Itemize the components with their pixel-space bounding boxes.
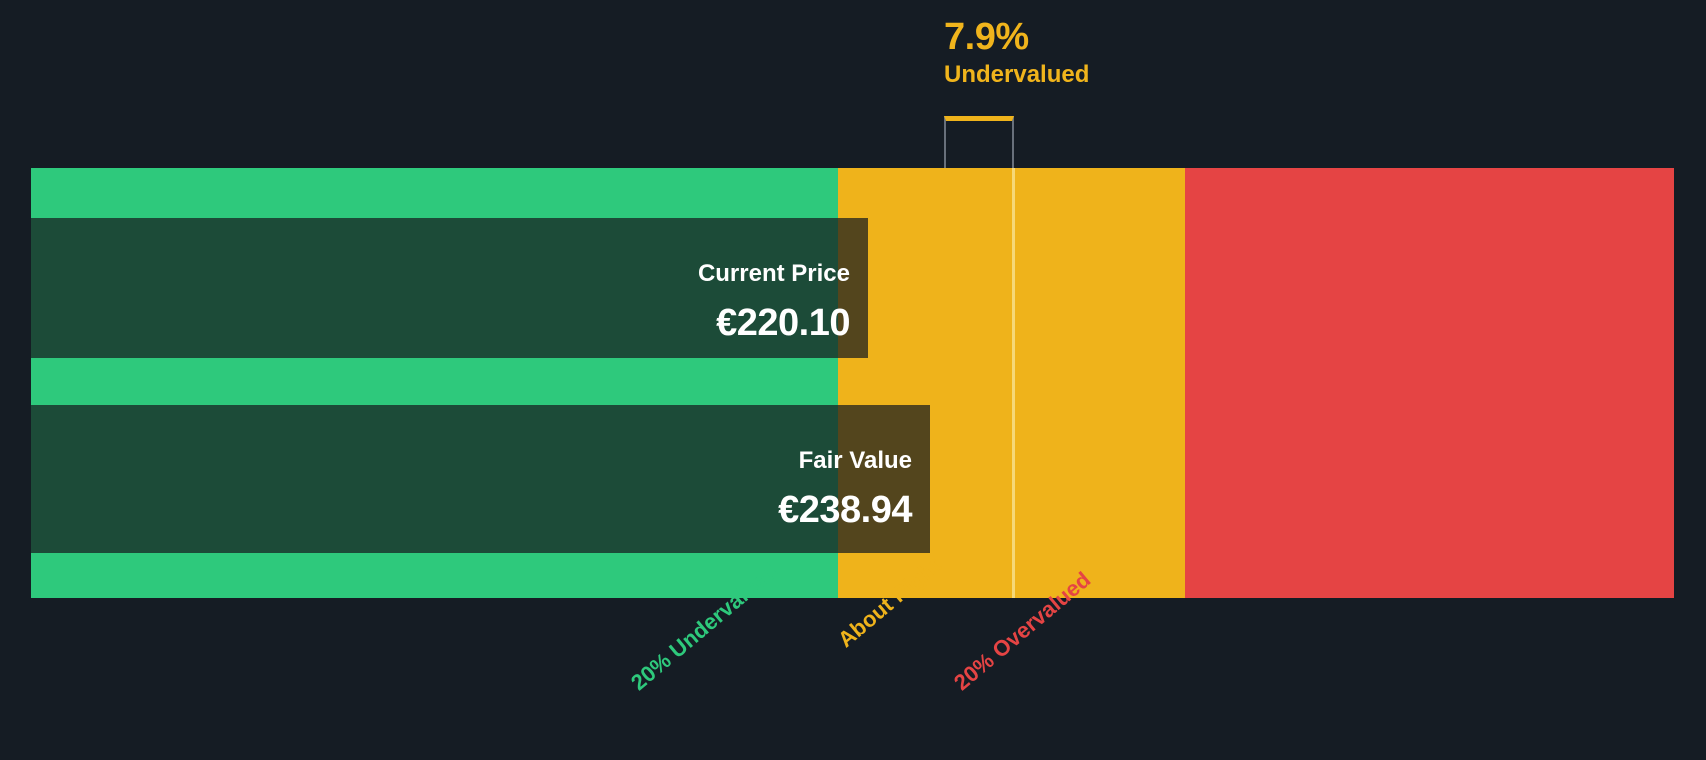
valuation-status: Undervalued — [944, 60, 1090, 88]
band-overvalued — [1185, 168, 1674, 598]
fair-value-value: €238.94 — [778, 489, 912, 531]
current-price-row: Current Price €220.10 — [31, 218, 868, 358]
fair-value-label: Fair Value — [798, 447, 912, 474]
valuation-percent: 7.9% — [944, 16, 1029, 58]
valuation-bar: Current Price €220.10 Fair Value €238.94 — [31, 168, 1674, 598]
current-price-value: €220.10 — [716, 302, 850, 344]
fair-value-row: Fair Value €238.94 — [31, 405, 930, 553]
about-right-marker — [1012, 168, 1015, 598]
current-price-label: Current Price — [697, 260, 850, 287]
valuation-summary: 7.9% Undervalued — [944, 16, 1264, 90]
valuation-range-bracket — [944, 116, 1014, 170]
